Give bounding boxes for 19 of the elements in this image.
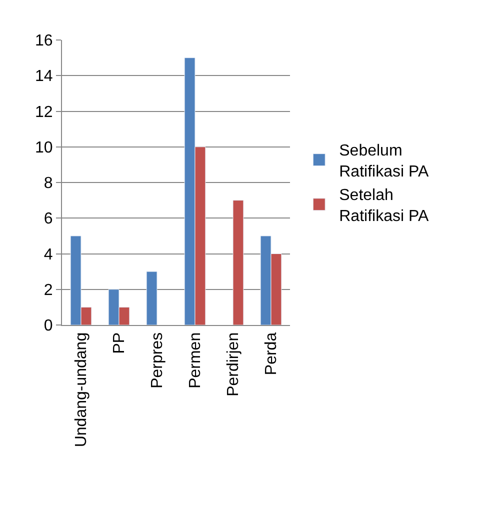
y-tick-label: 14 — [35, 68, 53, 86]
x-tick-label: Perda — [263, 332, 280, 376]
y-tick-label: 10 — [35, 139, 53, 156]
y-tick-label: 0 — [44, 318, 53, 335]
y-tick-label: 4 — [44, 246, 53, 264]
y-tick-label: 12 — [35, 104, 53, 121]
bar — [146, 271, 158, 325]
legend-label: Sebelum Ratifikasi PA — [339, 142, 429, 180]
y-tick-label: 8 — [44, 175, 53, 192]
x-tick-label: Undang-undang — [73, 332, 90, 448]
x-tick-label: PP — [111, 332, 128, 354]
x-tick-label: Perdirjen — [225, 332, 242, 396]
legend-label: Setelah Ratifikasi PA — [339, 187, 429, 226]
y-tick-label: 16 — [35, 32, 53, 50]
y-tick-label: 2 — [44, 282, 53, 299]
bar — [232, 200, 244, 325]
y-tick-label: 6 — [44, 210, 53, 228]
x-tick-label: Permen — [187, 332, 204, 388]
x-tick-label: Perpres — [149, 332, 166, 388]
